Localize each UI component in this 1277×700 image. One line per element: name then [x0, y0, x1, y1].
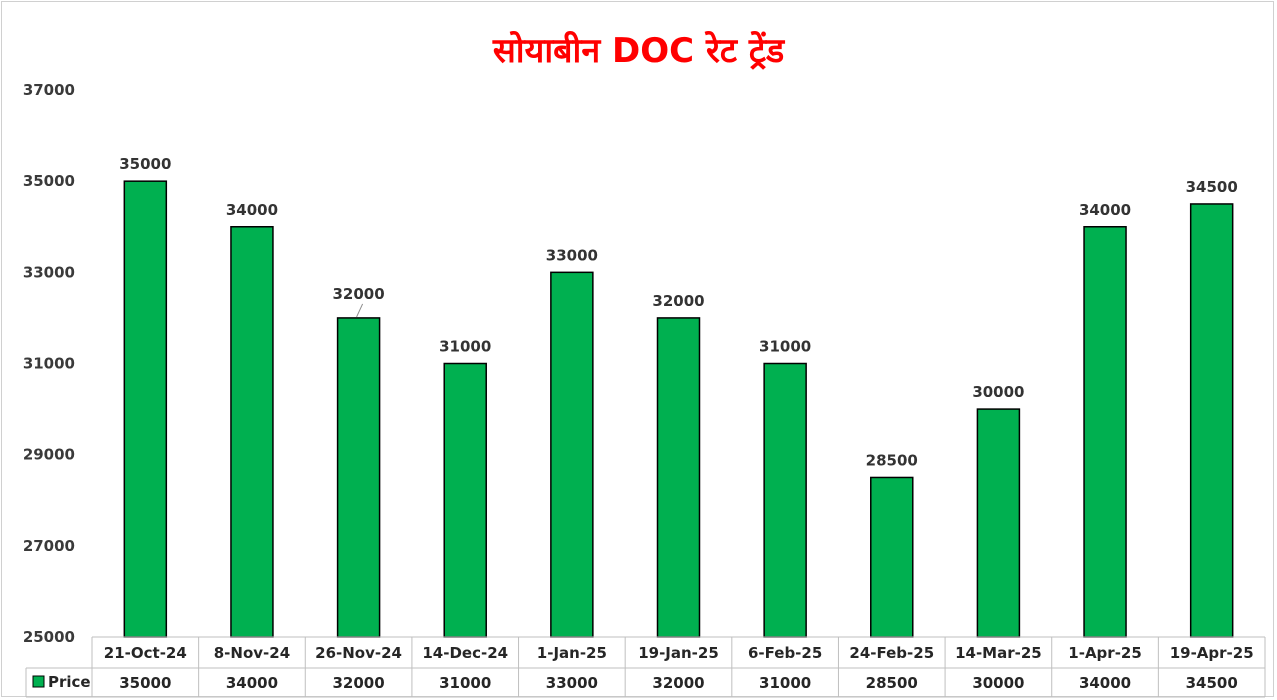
data-label: 34000	[226, 201, 278, 219]
table-value: 34000	[1079, 674, 1131, 692]
table-value: 31000	[439, 674, 491, 692]
chart-title: सोयाबीन DOC रेट ट्रेंड	[492, 31, 785, 71]
category-label: 26-Nov-24	[315, 644, 402, 662]
category-label: 21-Oct-24	[104, 644, 187, 662]
category-label: 1-Jan-25	[537, 644, 607, 662]
data-label: 34000	[1079, 201, 1131, 219]
bar	[443, 362, 487, 638]
data-label: 31000	[759, 338, 811, 356]
data-label: 32000	[332, 285, 384, 303]
y-tick-label: 33000	[23, 263, 75, 281]
category-label: 19-Jan-25	[638, 644, 719, 662]
table-value: 30000	[972, 674, 1024, 692]
table-value: 33000	[546, 674, 598, 692]
y-tick-label: 25000	[23, 628, 75, 646]
y-tick-label: 37000	[23, 81, 75, 99]
data-label: 35000	[119, 155, 171, 173]
table-value: 35000	[119, 674, 171, 692]
bar	[336, 317, 381, 638]
category-label: 6-Feb-25	[748, 644, 822, 662]
category-label: 8-Nov-24	[214, 644, 290, 662]
category-label: 14-Mar-25	[955, 644, 1042, 662]
bar	[1083, 226, 1127, 638]
data-label: 32000	[652, 292, 704, 310]
table-value: 32000	[332, 674, 384, 692]
series-name: Price	[48, 673, 91, 691]
bar	[763, 362, 807, 638]
table-value: 28500	[866, 674, 918, 692]
bar	[123, 180, 168, 638]
bar	[550, 271, 594, 638]
y-tick-label: 29000	[23, 446, 75, 464]
bar	[976, 408, 1021, 638]
category-label: 19-Apr-25	[1170, 644, 1254, 662]
y-tick-label: 35000	[23, 172, 75, 190]
data-label: 33000	[546, 246, 598, 264]
category-label: 1-Apr-25	[1068, 644, 1142, 662]
data-label: 34500	[1186, 178, 1238, 196]
category-label: 14-Dec-24	[422, 644, 508, 662]
table-value: 32000	[652, 674, 704, 692]
bar	[230, 226, 274, 638]
bar	[870, 476, 914, 638]
data-label: 30000	[972, 383, 1024, 401]
table-value: 34500	[1186, 674, 1238, 692]
y-tick-label: 31000	[23, 355, 75, 373]
data-label: 28500	[866, 451, 918, 469]
leader-line	[356, 303, 364, 318]
table-value: 34000	[226, 674, 278, 692]
y-tick-label: 27000	[23, 537, 75, 555]
table-value: 31000	[759, 674, 811, 692]
bar	[1189, 203, 1234, 638]
bar	[656, 317, 701, 638]
category-label: 24-Feb-25	[849, 644, 934, 662]
legend-key	[32, 675, 45, 688]
data-label: 31000	[439, 338, 491, 356]
